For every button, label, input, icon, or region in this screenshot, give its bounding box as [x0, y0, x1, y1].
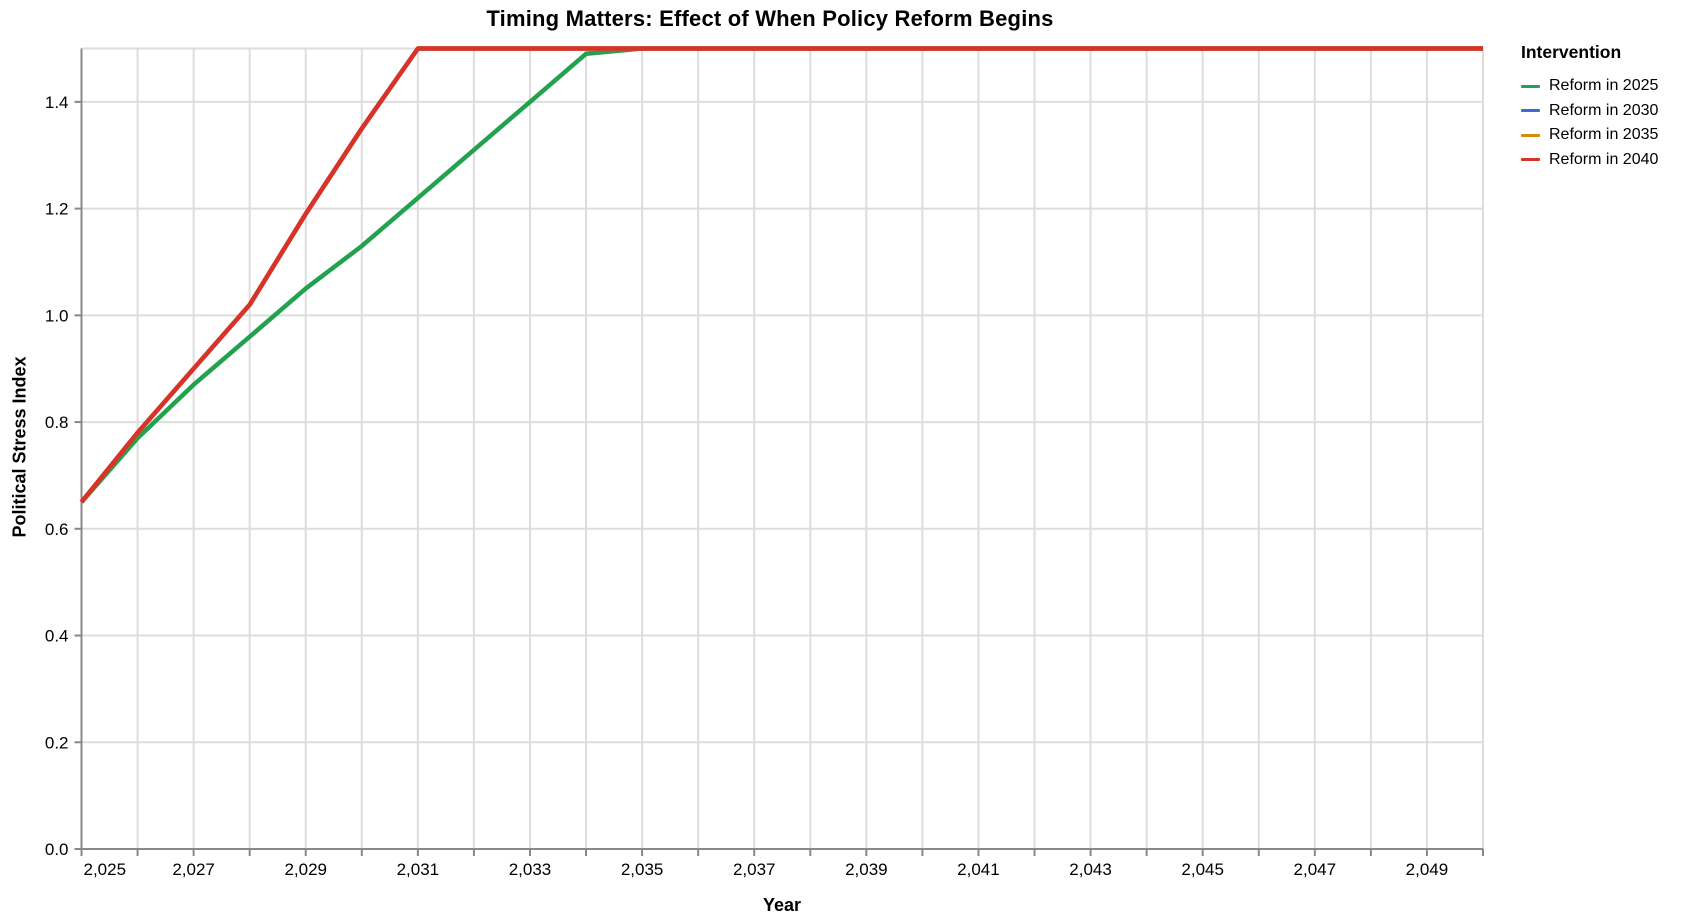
legend-item-reform-in-2040: Reform in 2040	[1521, 148, 1701, 173]
legend-item-label: Reform in 2025	[1549, 77, 1659, 95]
legend-item-label: Reform in 2035	[1549, 126, 1659, 144]
y-tick-label: 0.0	[45, 840, 69, 859]
chart-title: Timing Matters: Effect of When Policy Re…	[486, 6, 1054, 31]
x-tick-label: 2,049	[1406, 860, 1449, 879]
x-tick-label: 2,037	[733, 860, 776, 879]
series-line-reform-in-2035	[79, 46, 1483, 504]
legend-item-reform-in-2025: Reform in 2025	[1521, 74, 1701, 99]
y-tick-label: 0.8	[45, 413, 69, 432]
legend-swatch-icon	[1521, 133, 1540, 137]
y-tick-label: 1.4	[45, 93, 69, 112]
y-tick-label: 0.4	[45, 627, 69, 646]
legend-swatch-icon	[1521, 158, 1540, 162]
series-line-reform-in-2040	[79, 46, 1483, 504]
legend-swatch-icon	[1521, 109, 1540, 113]
y-tick-label: 1.2	[45, 200, 69, 219]
series-line-reform-in-2025	[79, 46, 1483, 504]
legend-item-reform-in-2030: Reform in 2030	[1521, 99, 1701, 124]
legend-item-label: Reform in 2030	[1549, 101, 1659, 119]
x-tick-label: 2,025	[84, 860, 127, 879]
legend-swatch-icon	[1521, 84, 1540, 88]
x-tick-label: 2,035	[621, 860, 664, 879]
y-tick-label: 0.2	[45, 733, 69, 752]
x-tick-label: 2,039	[845, 860, 888, 879]
series-line-reform-in-2030	[79, 46, 1483, 504]
x-tick-label: 2,047	[1294, 860, 1337, 879]
legend-item-label: Reform in 2040	[1549, 150, 1659, 168]
x-tick-label: 2,031	[397, 860, 440, 879]
x-tick-label: 2,045	[1181, 860, 1224, 879]
x-tick-label: 2,027	[172, 860, 215, 879]
legend: Intervention Reform in 2025 Reform in 203…	[1521, 42, 1701, 172]
legend-item-reform-in-2035: Reform in 2035	[1521, 123, 1701, 148]
legend-title: Intervention	[1521, 42, 1622, 62]
legend-items: Reform in 2025 Reform in 2030 Reform in 20…	[1521, 74, 1701, 172]
x-axis-title: Year	[762, 895, 802, 915]
x-tick-label: 2,029	[284, 860, 327, 879]
x-tick-label: 2,041	[957, 860, 1000, 879]
y-tick-label: 1.0	[45, 306, 69, 325]
x-tick-label: 2,043	[1069, 860, 1112, 879]
y-tick-label: 0.6	[45, 520, 69, 539]
x-tick-label: 2,033	[509, 860, 552, 879]
